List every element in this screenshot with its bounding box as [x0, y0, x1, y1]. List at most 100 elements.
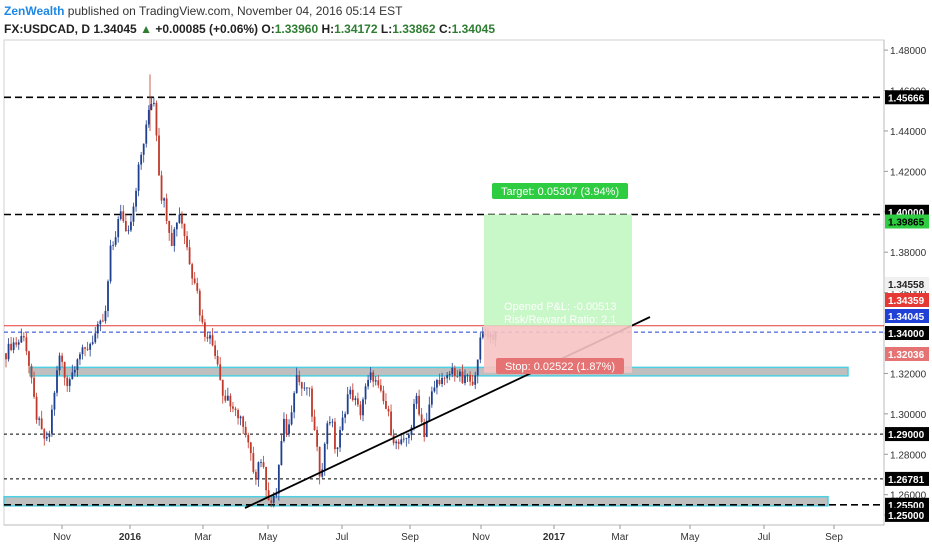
published-text: published on TradingView.com, November 0… — [67, 4, 403, 18]
candle-body — [73, 369, 76, 373]
axis-badge: 1.34558 — [888, 280, 925, 291]
candle-body — [209, 335, 211, 339]
candle-body — [280, 441, 283, 466]
price-tick: 1.28000 — [890, 450, 927, 461]
candle-body — [99, 320, 102, 325]
level-badge: 1.26781 — [888, 475, 925, 486]
candle-body — [331, 421, 334, 423]
candle-body — [247, 434, 250, 443]
time-tick: May — [681, 532, 700, 543]
price-tick: 1.38000 — [890, 248, 927, 259]
candle-body — [147, 110, 150, 125]
high-label: H: — [321, 22, 335, 36]
position-tool[interactable]: Target: 0.05307 (3.94%) Stop: 0.02522 (1.… — [484, 183, 632, 374]
candle-body — [58, 355, 61, 371]
pnl-label: Opened P&L: -0.00513 — [504, 301, 617, 313]
candle-body — [425, 420, 428, 437]
time-tick: Sep — [825, 532, 843, 543]
price-tick: 1.26000 — [890, 491, 927, 502]
candle-body — [349, 389, 352, 395]
candle-body — [334, 421, 336, 450]
candle-body — [249, 442, 252, 454]
last-price: 1.34045 — [93, 22, 137, 36]
candle-body — [124, 220, 127, 232]
candle-body — [160, 175, 163, 201]
time-tick: Mar — [194, 532, 212, 543]
candle-body — [140, 154, 143, 165]
time-tick: May — [259, 532, 278, 543]
time-tick: Nov — [53, 532, 71, 543]
time-axis[interactable]: Nov 2016 Mar May Jul Sep Nov 2017 Mar May Jul Sep — [4, 524, 884, 543]
candle-body — [395, 441, 398, 444]
candle-body — [33, 377, 35, 397]
candle-body — [84, 347, 86, 349]
round-badge: 1.34000 — [888, 329, 925, 340]
candle-body — [224, 395, 227, 401]
stop-label-bg — [496, 358, 624, 374]
price-tick: 1.44000 — [890, 127, 927, 138]
round-badge-bg — [885, 326, 929, 341]
candle-body — [397, 441, 400, 444]
candle-body — [226, 395, 229, 401]
candle-body — [275, 493, 278, 496]
candle-body — [443, 377, 446, 379]
candle-body — [244, 426, 247, 435]
candle-body — [45, 436, 48, 439]
candle-body — [323, 443, 326, 470]
axis-badge-bg — [885, 293, 929, 307]
support-zone — [29, 366, 849, 377]
candle-body — [38, 418, 41, 420]
candle-body — [130, 221, 132, 231]
candle-body — [354, 398, 357, 400]
candle-body — [142, 143, 145, 155]
candle-body — [175, 222, 178, 230]
candle-body — [35, 396, 38, 420]
axis-badge: 1.34359 — [888, 296, 925, 307]
symbol-label[interactable]: FX:USDCAD, D — [4, 22, 90, 36]
candle-body — [288, 424, 290, 434]
chart-header: ZenWealth published on TradingView.com, … — [4, 2, 924, 38]
axis-badge: 1.32036 — [888, 350, 925, 361]
author-name[interactable]: ZenWealth — [4, 4, 65, 18]
round-badge: 1.25000 — [888, 511, 925, 522]
candle-body — [257, 462, 260, 480]
candle-body — [178, 214, 181, 223]
candle-body — [479, 337, 482, 360]
candle-body — [262, 462, 265, 467]
candle-body — [112, 244, 114, 246]
open-label: O: — [261, 22, 275, 36]
candle-body — [364, 386, 367, 400]
candle-body — [40, 418, 43, 430]
price-axis[interactable]: 1.480001.460001.440001.420001.400001.380… — [884, 46, 929, 522]
candle-body — [390, 411, 392, 436]
candle-body — [265, 466, 267, 491]
ratio-label: Risk/Reward Ratio: 2.1 — [504, 314, 617, 326]
ohlc-line: FX:USDCAD, D 1.34045 ▲ +0.00085 (+0.06%)… — [4, 20, 924, 38]
axis-badge-bg — [885, 277, 929, 291]
candle-body — [405, 437, 408, 439]
candle-body — [423, 421, 426, 437]
candle-body — [461, 371, 464, 384]
candle-body — [369, 372, 372, 381]
candle-body — [186, 236, 188, 248]
candle-body — [267, 490, 270, 501]
candle-body — [61, 355, 63, 362]
candle-body — [158, 135, 160, 176]
candle-body — [56, 370, 58, 393]
target-label: Target: 0.05307 (3.94%) — [501, 186, 619, 198]
candles-layer — [5, 74, 497, 508]
candle-body — [346, 394, 349, 414]
candle-body — [306, 387, 308, 389]
candle-body — [183, 223, 186, 237]
candle-body — [382, 390, 385, 402]
candle-body — [206, 336, 209, 339]
candle-body — [418, 395, 420, 415]
candle-body — [181, 214, 183, 224]
candle-body — [66, 377, 69, 386]
axis-badge: 1.34045 — [888, 312, 925, 323]
candle-body — [293, 393, 296, 413]
candle-body — [198, 290, 201, 316]
candle-body — [308, 387, 311, 389]
candle-body — [481, 333, 484, 338]
